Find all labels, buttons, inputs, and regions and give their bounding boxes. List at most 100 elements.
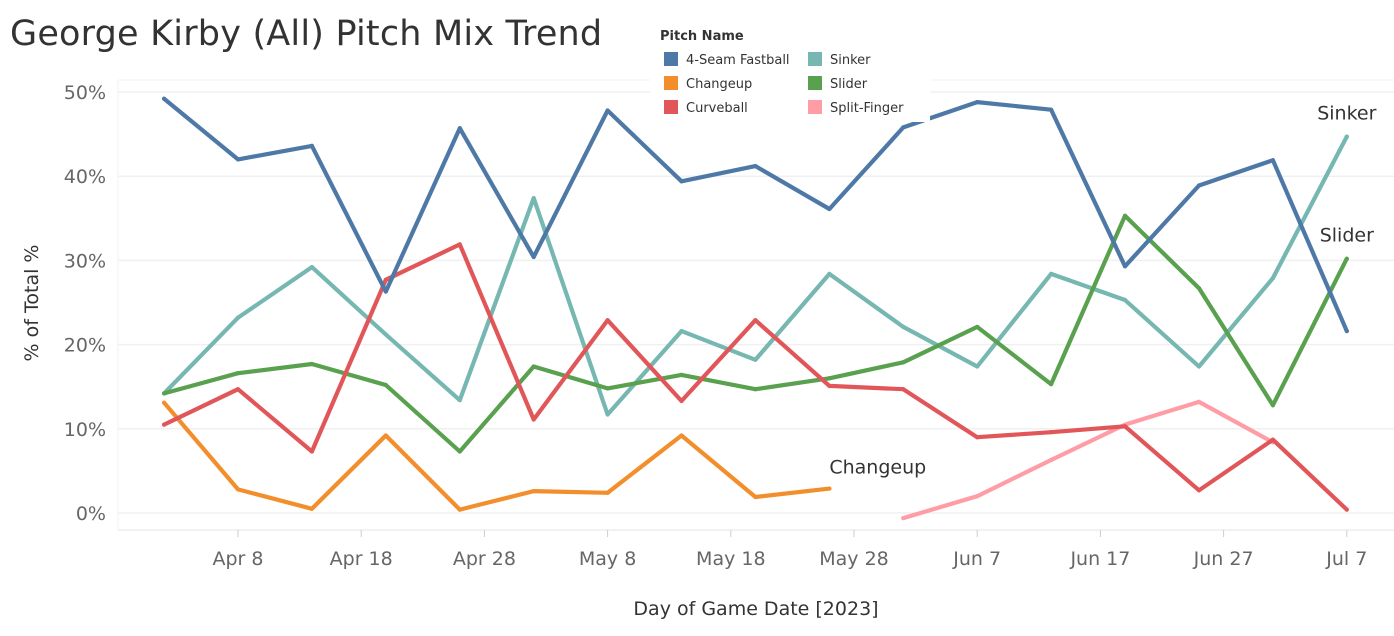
data-point-curveball (1049, 430, 1054, 435)
data-point-4-seam-fastball (161, 96, 167, 101)
data-point-slider (531, 364, 536, 369)
x-tick-label: Jun 7 (952, 548, 1001, 570)
data-point-slider (1122, 213, 1128, 218)
data-point-changeup (383, 433, 388, 438)
data-point-4-seam-fastball (309, 143, 315, 148)
legend-swatch (664, 76, 678, 90)
gridlines (117, 79, 1394, 531)
data-point-sinker (1270, 275, 1275, 281)
data-point-slider (605, 386, 610, 391)
data-point-sinker (235, 315, 241, 320)
data-point-4-seam-fastball (1196, 183, 1202, 188)
legend: Pitch Name 4-Seam Fastball Sinker Changeup S… (650, 22, 930, 122)
data-point-curveball (161, 422, 167, 427)
data-point-slider (1049, 382, 1054, 387)
y-tick-label: 30% (64, 250, 106, 272)
y-tick-label: 50% (64, 82, 106, 104)
data-point-changeup (309, 506, 315, 511)
x-tick-label: May 18 (696, 548, 766, 570)
x-tick-label: Jun 27 (1193, 548, 1254, 570)
data-point-sinker (1344, 134, 1349, 139)
data-point-curveball (1122, 424, 1128, 429)
y-tick-label: 10% (64, 419, 106, 441)
legend-item-label: Split-Finger (830, 101, 904, 116)
series-line-curveball (162, 242, 1349, 512)
data-point-sinker (309, 265, 315, 270)
y-axis-title: % of Total % (21, 245, 43, 362)
data-point-sinker (753, 357, 758, 362)
data-point-curveball (1344, 507, 1349, 512)
data-point-4-seam-fastball (383, 289, 388, 294)
series-end-label: Sinker (1317, 103, 1376, 125)
data-point-slider (1196, 286, 1202, 291)
data-point-curveball (457, 242, 462, 247)
data-point-changeup (827, 486, 832, 491)
x-tick-label: Apr 28 (453, 548, 516, 570)
series-line-changeup (162, 400, 832, 512)
data-point-slider (975, 324, 980, 330)
data-point-sinker (1196, 364, 1202, 369)
data-point-4-seam-fastball (827, 206, 832, 212)
data-point-4-seam-fastball (605, 108, 610, 113)
data-point-4-seam-fastball (1270, 158, 1275, 163)
data-point-curveball (235, 387, 241, 392)
legend-title: Pitch Name (660, 29, 744, 44)
data-point-curveball (1270, 437, 1275, 442)
data-point-split-finger (975, 494, 980, 499)
data-point-4-seam-fastball (235, 157, 241, 162)
data-point-slider (827, 376, 832, 381)
legend-swatch (808, 52, 822, 66)
data-point-sinker (975, 364, 980, 369)
legend-swatch (808, 100, 822, 114)
data-point-curveball (1196, 488, 1202, 493)
legend-background (650, 22, 930, 122)
data-point-4-seam-fastball (679, 179, 684, 184)
data-point-curveball (605, 318, 610, 323)
y-tick-label: 40% (64, 166, 106, 188)
legend-swatch (664, 100, 678, 114)
x-tick-label: Apr 18 (330, 548, 393, 570)
x-tick-label: Apr 8 (213, 548, 264, 570)
data-point-slider (235, 371, 241, 376)
data-point-sinker (901, 324, 906, 330)
data-point-4-seam-fastball (1049, 107, 1054, 112)
data-point-slider (457, 449, 462, 454)
y-tick-label: 0% (76, 503, 106, 525)
data-point-4-seam-fastball (531, 254, 536, 260)
data-point-slider (679, 372, 684, 378)
data-point-4-seam-fastball (1344, 329, 1349, 334)
data-point-sinker (531, 195, 536, 201)
data-point-sinker (1122, 297, 1128, 303)
data-point-changeup (531, 489, 536, 494)
x-tick-label: May 28 (819, 548, 889, 570)
series-end-label: Slider (1320, 225, 1374, 247)
legend-item-label: Sinker (830, 53, 871, 68)
data-point-split-finger (1196, 399, 1202, 404)
x-axis: Apr 8 Apr 18 Apr 28 May 8 May 18 May 28 Jun 7 J… (213, 530, 1367, 570)
legend-item-label: Slider (830, 77, 868, 92)
data-point-slider (1344, 256, 1349, 261)
series-end-labels: Sinker Slider Changeup (829, 103, 1376, 479)
chart-title: George Kirby (All) Pitch Mix Trend (10, 14, 603, 54)
data-point-curveball (975, 435, 980, 440)
x-tick-label: May 8 (579, 548, 636, 570)
x-tick-label: Jun 17 (1069, 548, 1130, 570)
data-point-curveball (383, 277, 388, 282)
data-point-4-seam-fastball (457, 126, 462, 131)
series-end-label: Changeup (829, 457, 926, 479)
data-point-slider (901, 360, 906, 365)
data-point-sinker (457, 398, 462, 403)
data-point-curveball (309, 449, 315, 454)
data-point-split-finger (1049, 457, 1054, 463)
data-point-curveball (753, 318, 758, 323)
legend-swatch (664, 52, 678, 66)
data-point-slider (1270, 403, 1275, 408)
data-point-4-seam-fastball (901, 125, 906, 130)
data-point-sinker (1049, 271, 1054, 276)
data-point-curveball (531, 417, 536, 422)
data-point-sinker (383, 332, 388, 337)
data-point-changeup (753, 494, 758, 500)
data-point-curveball (827, 383, 832, 388)
series-lines (161, 96, 1349, 521)
